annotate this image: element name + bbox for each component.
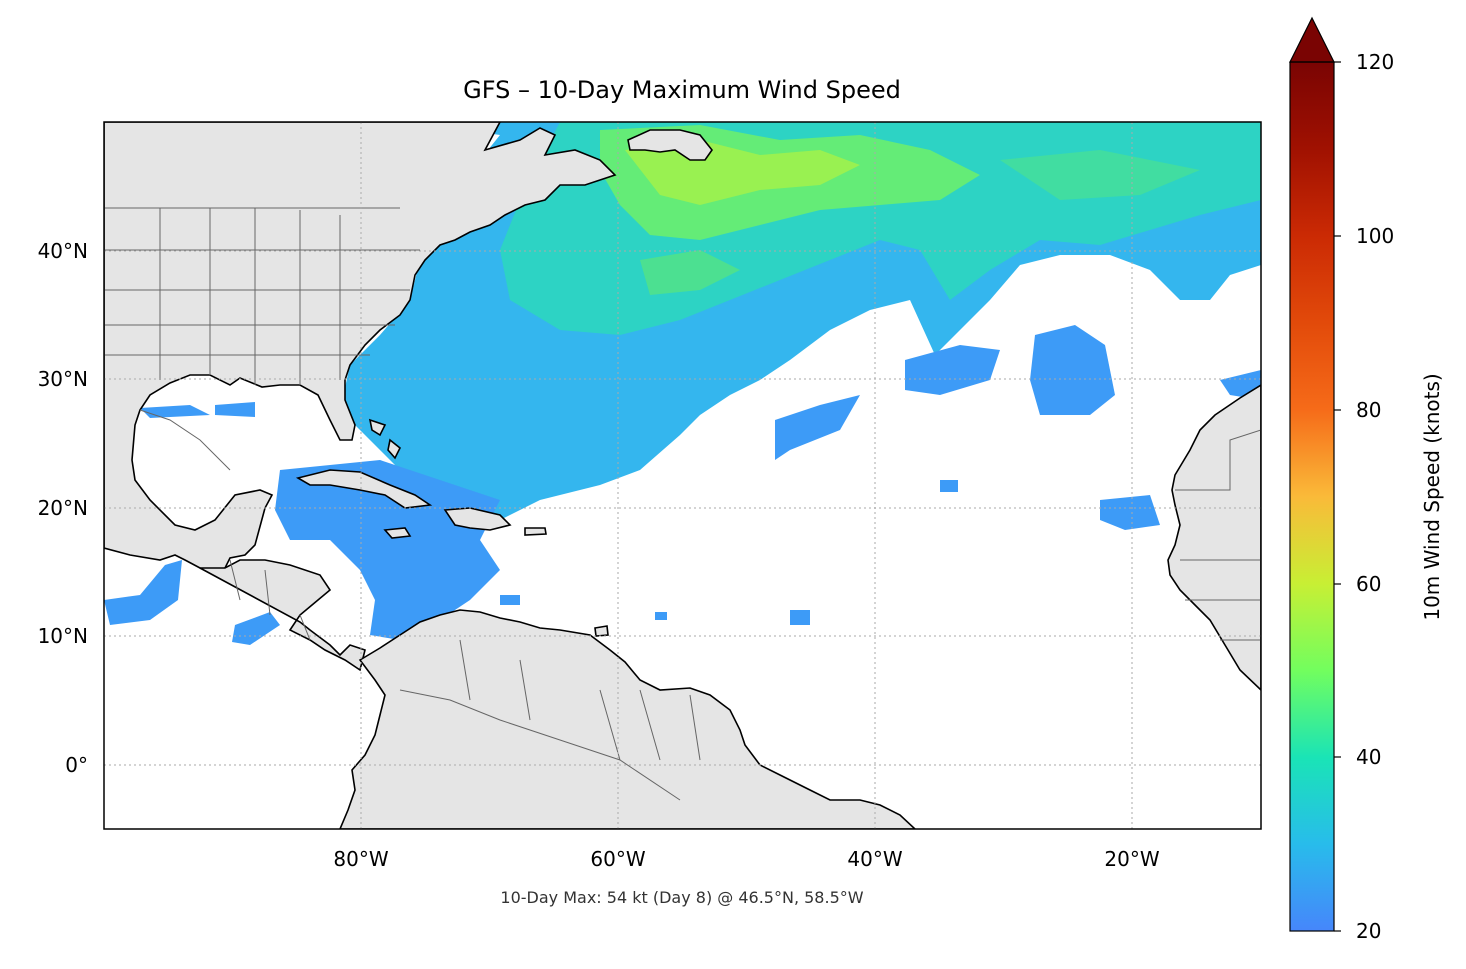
land-south-america — [339, 609, 917, 829]
border-africa — [1175, 429, 1261, 641]
wind-patch-pacific-2 — [232, 612, 280, 645]
lat-label-30n: 30°N — [38, 367, 88, 391]
colorbar-label-20: 20 — [1356, 919, 1381, 943]
map-panel — [104, 122, 1261, 829]
colorbar-axis-label: 10m Wind Speed (knots) — [1420, 373, 1444, 620]
wind-patch-small-1 — [790, 610, 810, 625]
lon-tick-labels: 80°W 60°W 40°W 20°W — [333, 847, 1159, 871]
lat-label-40n: 40°N — [38, 239, 88, 263]
border-us-states-ns — [159, 208, 341, 385]
border-us-states-ew — [104, 249, 420, 356]
land-hispaniola — [443, 507, 512, 531]
colorbar-label-40: 40 — [1356, 745, 1381, 769]
wind-patch-small-4 — [655, 612, 667, 620]
wind-patch-small-2 — [940, 480, 958, 492]
lon-label-60w: 60°W — [590, 847, 645, 871]
land-africa — [1167, 384, 1261, 692]
lat-label-10n: 10°N — [38, 624, 88, 648]
border-mexico — [139, 409, 231, 471]
lon-label-80w: 80°W — [333, 847, 388, 871]
border-central-america — [229, 559, 311, 641]
colorbar-frame — [1289, 61, 1335, 932]
land-trinidad — [594, 625, 609, 637]
wind-streak-2 — [1000, 150, 1200, 200]
colorbar-label-120: 120 — [1356, 50, 1394, 74]
wind-patch-caribbean — [275, 460, 500, 640]
land-bahamas — [387, 438, 402, 460]
land-puerto-rico — [524, 527, 547, 536]
border-south-america — [399, 639, 701, 801]
colorbar-extend-arrow — [1289, 16, 1335, 63]
land-newfoundland — [627, 129, 713, 161]
land — [104, 122, 1261, 829]
wind-speed-field — [104, 122, 1261, 645]
land-jamaica — [383, 527, 412, 539]
wind-patch-east-1 — [1030, 325, 1115, 415]
map-frame — [103, 121, 1262, 830]
colorbar-label-80: 80 — [1356, 398, 1381, 422]
lat-tick-labels: 40°N 30°N 20°N 10°N 0° — [38, 239, 88, 777]
wind-patch-gulf-2 — [215, 402, 255, 417]
map-title: GFS – 10-Day Maximum Wind Speed — [463, 76, 901, 104]
political-borders — [104, 207, 1261, 801]
lon-label-40w: 40°W — [847, 847, 902, 871]
lon-label-20w: 20°W — [1104, 847, 1159, 871]
colorbar-gradient — [1290, 62, 1334, 931]
colorbar: 20 40 60 80 100 120 10m Wind Speed (knot… — [1289, 16, 1444, 943]
wind-patch-gulf — [140, 405, 210, 418]
colorbar-label-60: 60 — [1356, 572, 1381, 596]
max-wind-annotation: 10-Day Max: 54 kt (Day 8) @ 46.5°N, 58.5… — [500, 888, 863, 907]
wind-patch-east-3 — [775, 395, 860, 460]
land-north-america — [104, 122, 617, 573]
colorbar-tick-labels: 20 40 60 80 100 120 — [1356, 50, 1394, 943]
wind-patch-small-3 — [500, 595, 520, 605]
land-cuba — [295, 469, 433, 509]
wind-patch-pacific — [104, 560, 182, 625]
lat-label-0: 0° — [65, 753, 88, 777]
lat-label-20n: 20°N — [38, 496, 88, 520]
land-florida-keys — [368, 418, 387, 437]
wind-streak-1 — [640, 250, 740, 295]
wind-patch-east-4 — [905, 345, 1000, 395]
colorbar-label-100: 100 — [1356, 224, 1394, 248]
wind-patch-east-2 — [1100, 495, 1160, 530]
colorbar-ticks — [1334, 61, 1341, 932]
